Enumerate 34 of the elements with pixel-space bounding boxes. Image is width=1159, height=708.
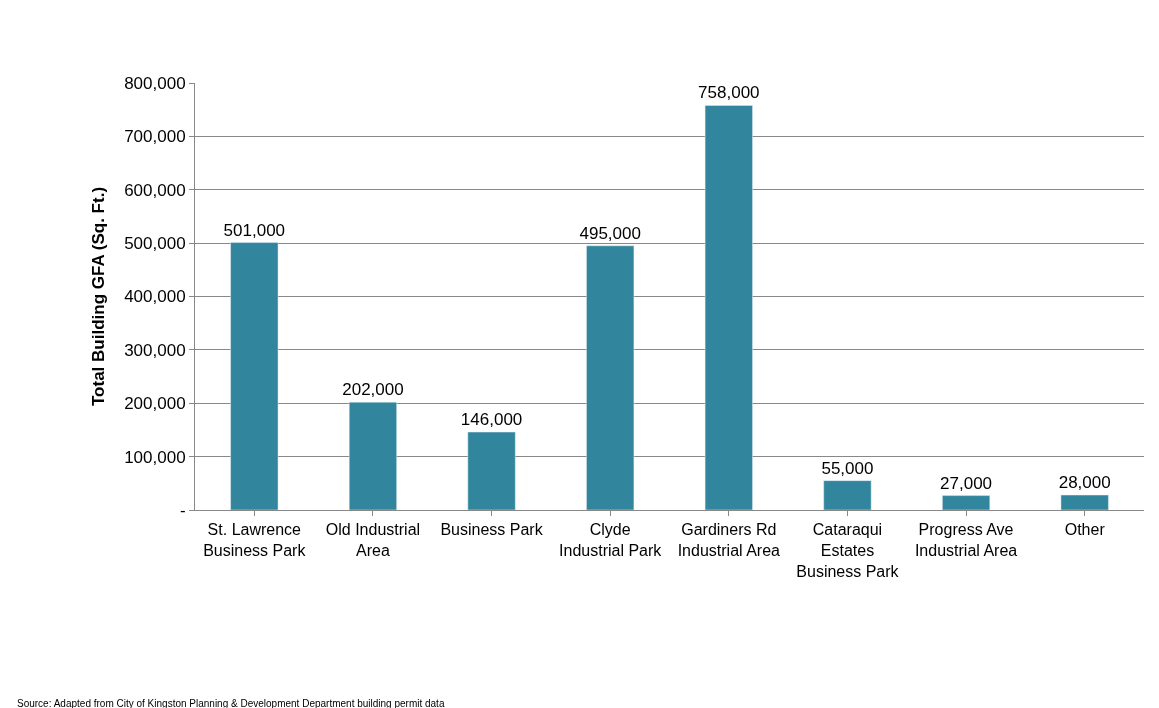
- x-tick-label: Gardiners Rd Industrial Area: [677, 521, 781, 559]
- bar: [348, 401, 397, 510]
- y-tick-label: 500,000: [124, 234, 186, 254]
- bar: [823, 480, 872, 510]
- data-label: 202,000: [342, 380, 404, 400]
- data-label: 501,000: [223, 220, 286, 240]
- x-tick-label: Clyde Industrial Park: [559, 521, 663, 559]
- y-axis-title: Total Building GFA (Sq. Ft.): [88, 186, 108, 407]
- y-tick-label: 800,000: [124, 73, 186, 93]
- bar: [230, 242, 279, 510]
- y-tick-label: 600,000: [124, 180, 186, 200]
- y-tick-label: 200,000: [124, 394, 186, 414]
- bar: [1060, 494, 1109, 510]
- bar: [467, 431, 516, 510]
- y-tick-label: -: [179, 500, 186, 520]
- data-label: 28,000: [1058, 473, 1111, 493]
- x-tick-label: Cataraqui Estates Business Park: [796, 521, 900, 580]
- bar: [704, 105, 753, 510]
- x-tick-label: Business Park: [440, 521, 544, 539]
- data-label: 27,000: [940, 473, 993, 493]
- data-label: 55,000: [821, 458, 874, 478]
- y-tick-label: 300,000: [124, 340, 186, 360]
- y-tick-label: 700,000: [124, 127, 186, 147]
- x-tick-label: Other: [1064, 521, 1106, 539]
- x-tick-label: St. Lawrence Business Park: [203, 521, 307, 559]
- bar: [942, 495, 991, 510]
- data-label: 495,000: [579, 223, 641, 243]
- y-tick-label: 100,000: [124, 447, 186, 467]
- bar: [586, 245, 635, 510]
- x-tick-label: Old Industrial Area: [325, 521, 421, 559]
- x-tick-label: Progress Ave Industrial Area: [914, 521, 1018, 559]
- y-tick-label: 400,000: [124, 287, 186, 307]
- data-label: 758,000: [698, 83, 760, 103]
- data-label: 146,000: [460, 410, 523, 430]
